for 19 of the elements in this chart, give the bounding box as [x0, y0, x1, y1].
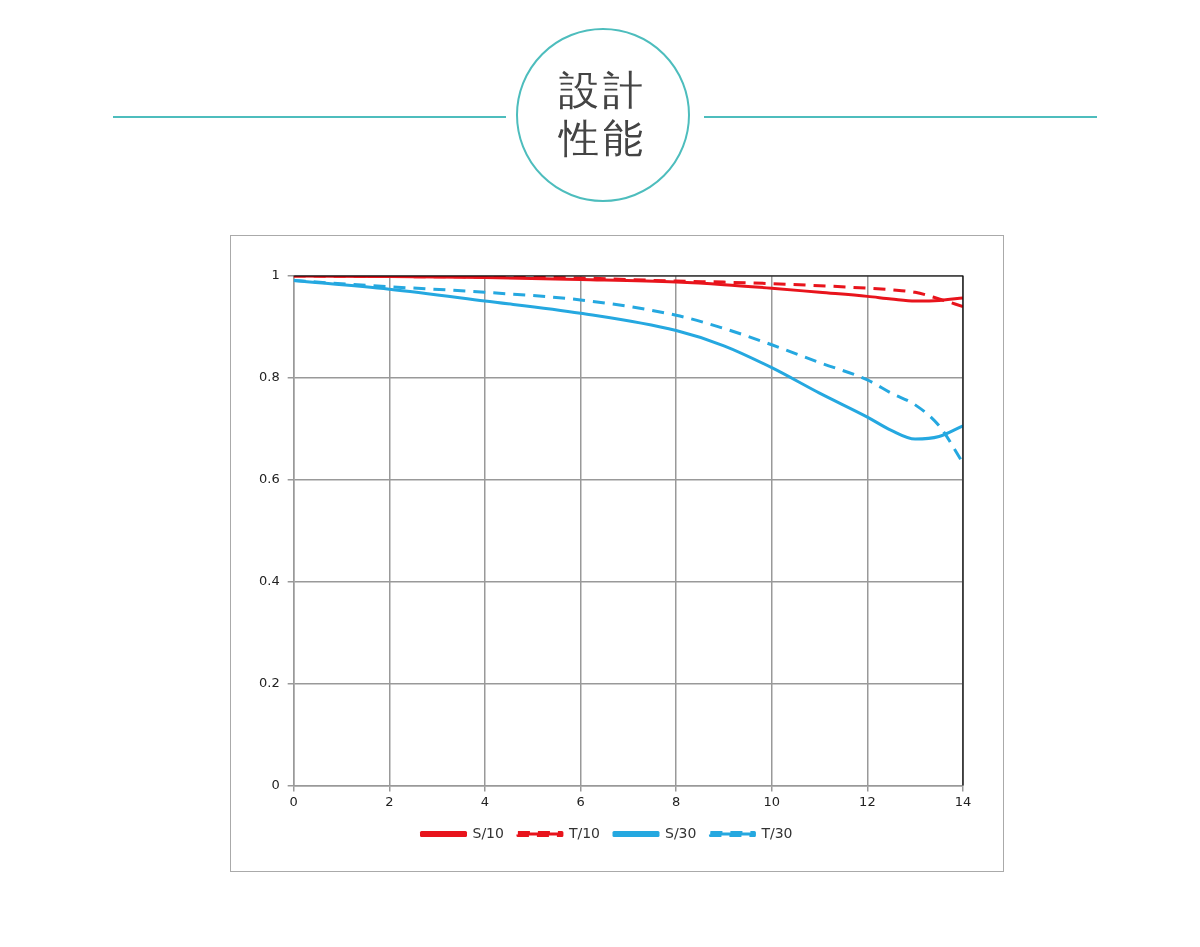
x-tick-label: 8 [672, 793, 681, 809]
y-tick-label: 0.6 [258, 471, 280, 487]
legend-label: S/30 [665, 824, 697, 841]
legend-label: T/30 [760, 824, 793, 841]
y-tick-label: 1 [271, 267, 280, 283]
y-tick-label: 0.2 [258, 674, 280, 690]
y-tick-label: 0.8 [258, 369, 280, 385]
y-tick-label: 0.4 [258, 573, 280, 589]
x-tick-label: 6 [576, 793, 585, 809]
x-tick-label: 14 [954, 793, 972, 809]
y-tick-label: 0 [271, 776, 280, 792]
x-tick-label: 10 [763, 793, 781, 809]
x-tick-label: 12 [859, 793, 876, 809]
legend-label: T/10 [567, 824, 601, 841]
x-tick-label: 2 [385, 793, 394, 809]
x-tick-label: 4 [480, 793, 490, 809]
legend-label: S/10 [472, 824, 504, 841]
x-tick-label: 0 [289, 793, 298, 809]
chart-title: 設計性能 [557, 66, 648, 162]
